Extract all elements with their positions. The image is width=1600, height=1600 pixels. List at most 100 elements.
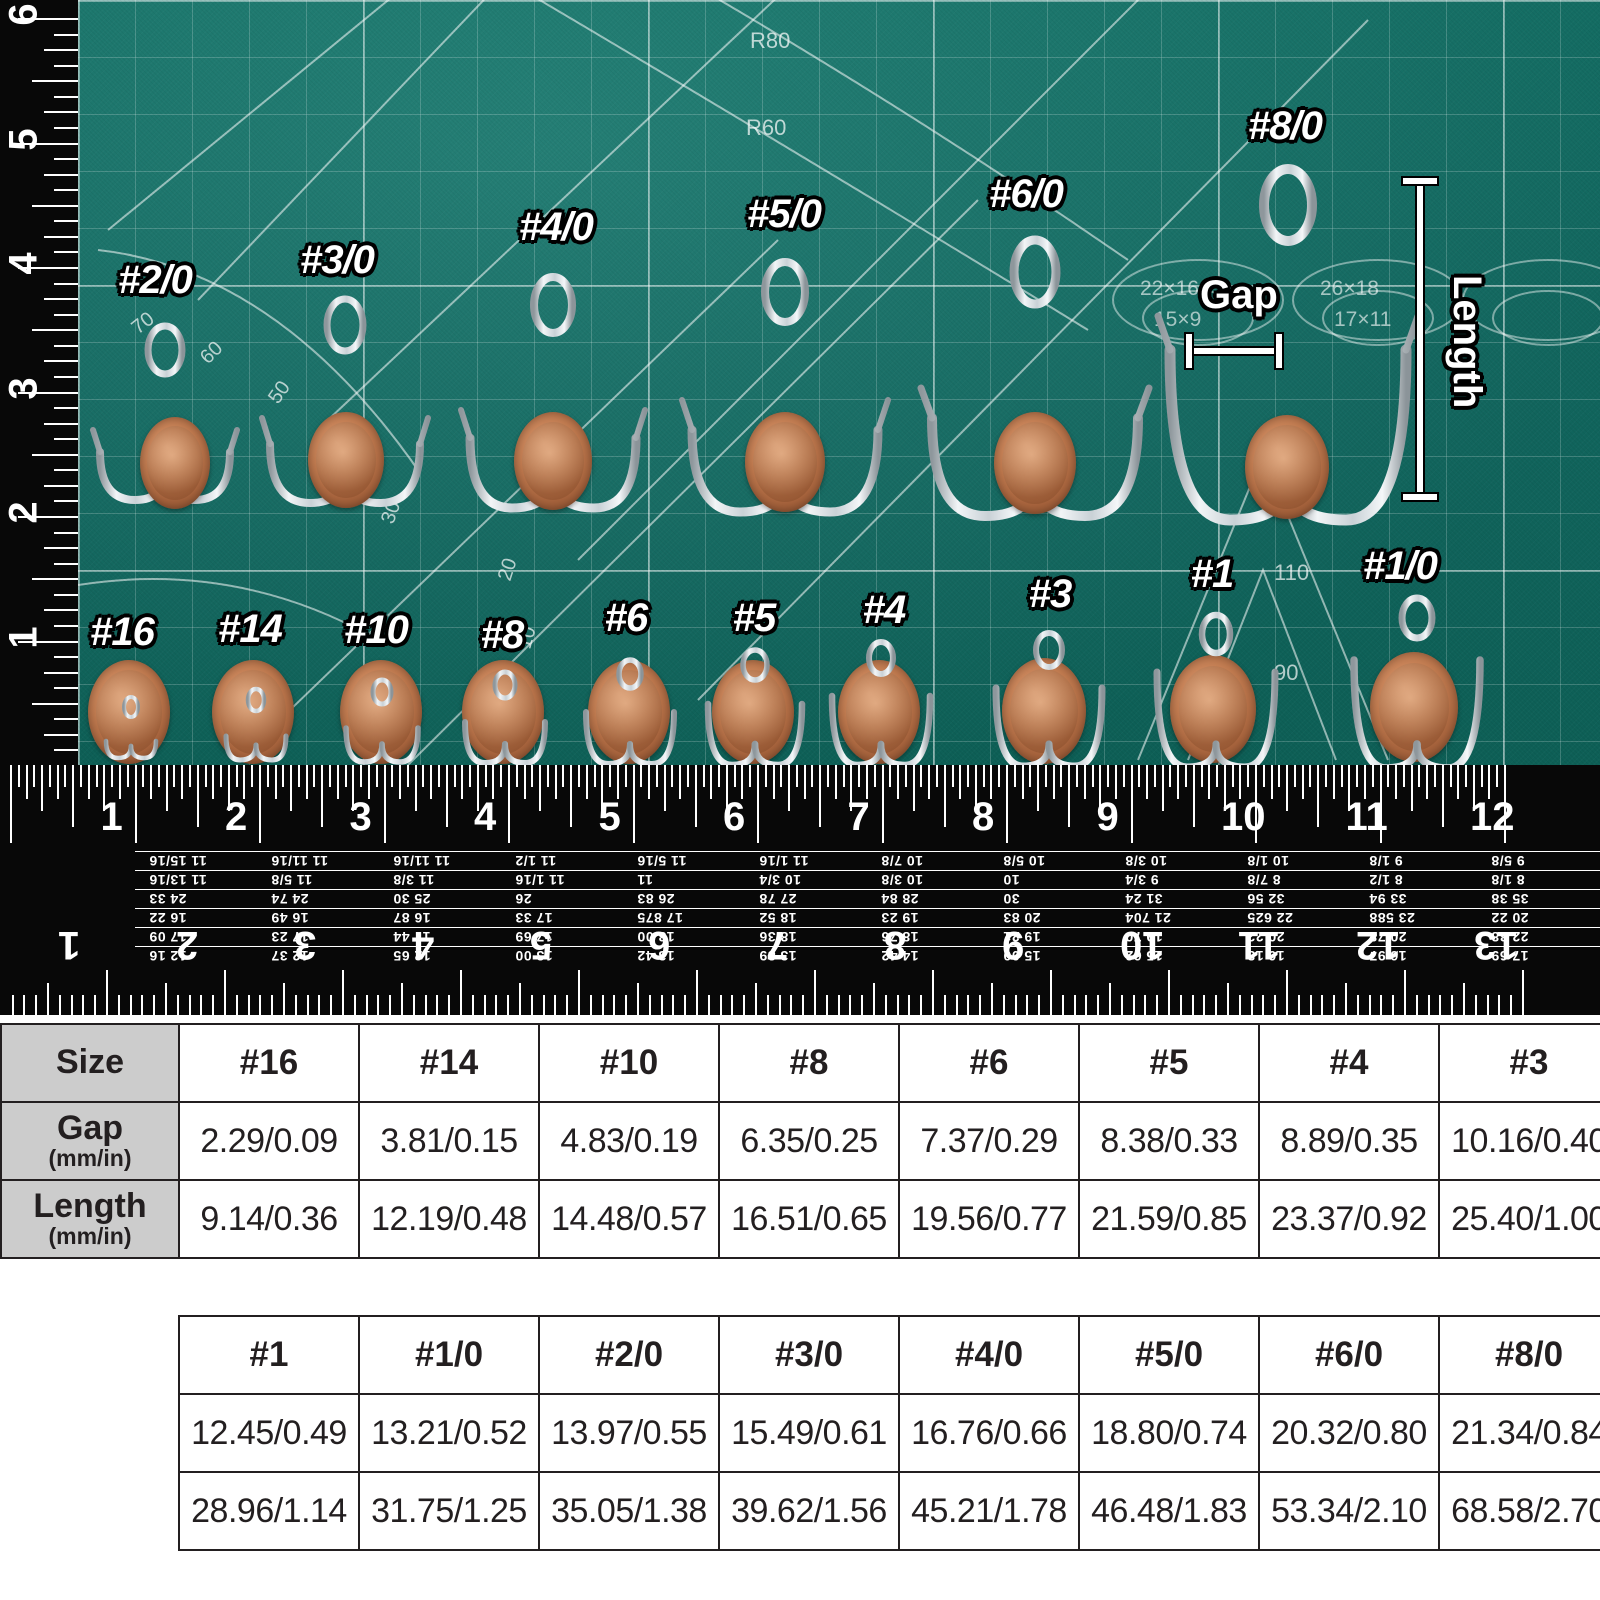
hook-label-5: #5: [732, 596, 776, 640]
ruler-tick-metric: [58, 995, 61, 1015]
ruler-tick: [437, 765, 440, 787]
ruler-tick: [476, 765, 479, 811]
vruler-number: 4: [1, 252, 46, 275]
ruler-tick: [1021, 765, 1024, 799]
ruler-tick-metric: [589, 995, 592, 1015]
vruler-tick: [44, 609, 78, 612]
ruler-tick: [1255, 765, 1257, 843]
ruler-conversion-cell: 11 1/16: [515, 872, 565, 888]
ruler-tick: [710, 765, 713, 799]
vruler-number: 5: [1, 127, 46, 151]
ruler-tick: [780, 765, 783, 787]
ruler-tick: [282, 765, 285, 787]
size-header-cell: #14: [358, 1023, 540, 1103]
ruler-tick: [920, 765, 923, 787]
ruler-tick: [383, 765, 386, 843]
mat-texture: [78, 0, 1600, 765]
ruler-tick-metric: [141, 995, 144, 1015]
gap-value-cell: 3.81/0.15: [358, 1101, 540, 1181]
ruler-tick-metric: [1522, 970, 1524, 1015]
ruler-tick: [803, 765, 806, 799]
ruler-tick: [290, 765, 293, 811]
ruler-conversion-cell: 9 3/4: [1125, 872, 1159, 888]
ruler-tick: [157, 765, 160, 787]
ruler-tick: [1371, 765, 1374, 787]
ruler-tick: [87, 765, 90, 799]
gap-callout-label: Gap: [1200, 273, 1278, 317]
ruler-conversion-cell: 11 11/16: [271, 853, 328, 869]
ruler-tick-metric: [1120, 995, 1123, 1015]
ruler-tick: [508, 765, 510, 843]
penny-reference: [994, 412, 1076, 514]
ruler-conversion-cell: 10: [1003, 872, 1020, 888]
vruler-tick: [44, 422, 78, 425]
row-header-gap-units: (mm/in): [48, 1145, 132, 1172]
ruler-tick: [414, 765, 417, 811]
ruler-tick: [422, 765, 425, 787]
ruler-conversion-cell: 11 5/16: [637, 853, 687, 869]
ruler-conversion-cell: 11 3/8: [393, 872, 435, 888]
ruler-conversion-cell: 11 11/16: [393, 853, 450, 869]
size-header-cell: #8: [718, 1023, 900, 1103]
ruler-tick: [593, 765, 596, 787]
ruler-tick: [1278, 765, 1281, 787]
hook-label-8: #8: [480, 613, 524, 657]
length-value-cell: 28.96/1.14: [178, 1471, 360, 1551]
ruler-inch-number: 5: [598, 795, 621, 839]
ruler-tick-metric: [176, 995, 179, 1015]
vruler-tick: [54, 313, 78, 316]
ruler-tick: [1348, 765, 1351, 811]
vruler-tick: [44, 235, 78, 238]
ruler-tick-metric: [707, 995, 710, 1015]
ruler-tick-metric: [1345, 983, 1347, 1015]
ruler-tick-metric: [672, 995, 675, 1015]
vruler-tick: [44, 733, 78, 736]
ruler-tick-metric: [401, 983, 403, 1015]
ruler-inch-number: 12: [1470, 795, 1515, 839]
ruler-tick: [531, 765, 534, 787]
ruler-tick: [1395, 765, 1398, 799]
ruler-tick: [718, 765, 721, 787]
ruler-tick: [1410, 765, 1413, 811]
ruler-tick-metric: [507, 995, 510, 1015]
ruler-tick-metric: [648, 995, 651, 1015]
ruler-tick-metric: [283, 983, 285, 1015]
size-header-cell: #3/0: [718, 1315, 900, 1395]
ruler-tick: [1465, 765, 1468, 787]
penny-reference: [514, 412, 592, 510]
ruler-conversion-cell: 25 30: [393, 891, 431, 907]
ruler-tick: [827, 765, 830, 787]
ruler-tick-metric: [1474, 995, 1477, 1015]
row-header-gap-label: Gap: [56, 1108, 124, 1147]
ruler-tick: [329, 765, 332, 787]
ruler-tick-metric: [814, 970, 816, 1015]
length-value-cell: 68.58/2.70: [1438, 1471, 1600, 1551]
ruler-tick: [663, 765, 666, 811]
ruler-tick-metric: [1168, 970, 1170, 1015]
ruler-tick: [1379, 765, 1382, 843]
ruler-tick: [1146, 765, 1149, 799]
ruler-inch-number: 6: [723, 795, 746, 839]
vruler-tick: [32, 453, 78, 456]
ruler-tick-metric: [389, 995, 392, 1015]
table-standard-sizes: Size #16 #14 #10 #8 #6 #5 #4 #3 Gap (mm/…: [0, 1023, 1600, 1259]
ruler-cm-number: 3: [294, 923, 317, 967]
ruler-tick: [523, 765, 526, 799]
ruler-tick: [1223, 765, 1226, 811]
ruler-tick-metric: [1085, 995, 1088, 1015]
ruler-tick-metric: [778, 995, 781, 1015]
vruler-tick: [54, 282, 78, 285]
ruler-tick-metric: [1321, 995, 1324, 1015]
ruler-tick-metric: [1238, 995, 1241, 1015]
mat-oval-26x18: 26×18: [1320, 277, 1379, 300]
ruler-tick-metric: [1014, 995, 1017, 1015]
horizontal-ruler: 1 2 3 4 5 6 7 8 9 10 11 12 11 15/16 11 11/16 11 11/16…: [0, 765, 1600, 1015]
ruler-tick: [1247, 765, 1250, 787]
ruler-tick: [1270, 765, 1273, 799]
ruler-tick: [632, 765, 635, 843]
ruler-tick-metric: [979, 995, 982, 1015]
ruler-tick: [834, 765, 837, 799]
size-header-cell: #5/0: [1078, 1315, 1260, 1395]
size-header-cell: #6: [898, 1023, 1080, 1103]
ruler-tick-metric: [849, 995, 852, 1015]
